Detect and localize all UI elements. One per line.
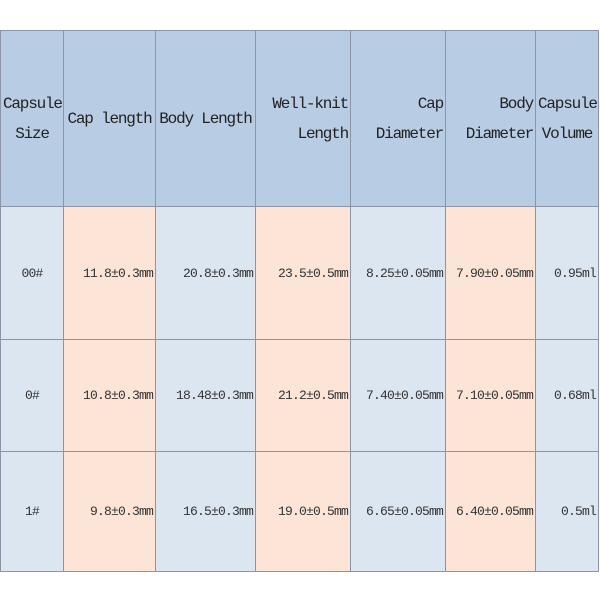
- header-cell: Cap length: [63, 30, 156, 207]
- table-cell: 1#: [0, 451, 64, 572]
- capsule-table: Capsule Size Cap length Body Length Well-kn…: [0, 30, 599, 572]
- header-cell: Capsule Size: [0, 30, 64, 207]
- table-cell: 11.8±0.3mm: [63, 206, 156, 340]
- table-cell: 0#: [0, 339, 64, 452]
- table-cell: 7.10±0.05mm: [445, 339, 536, 452]
- table-cell: 23.5±0.5mm: [255, 206, 351, 340]
- table-cell: 7.40±0.05mm: [350, 339, 446, 452]
- table-row: 0# 10.8±0.3mm 18.48±0.3mm 21.2±0.5mm 7.40±0.…: [0, 339, 599, 452]
- table-cell: 18.48±0.3mm: [155, 339, 256, 452]
- table-cell: 00#: [0, 206, 64, 340]
- table-cell: 9.8±0.3mm: [63, 451, 156, 572]
- table-row: 00# 11.8±0.3mm 20.8±0.3mm 23.5±0.5mm 8.25±0.…: [0, 206, 599, 340]
- table-cell: 6.40±0.05mm: [445, 451, 536, 572]
- header-cell: Well-knit Length: [255, 30, 351, 207]
- header-row: Capsule Size Cap length Body Length Well-kn…: [0, 30, 599, 207]
- table-cell: 10.8±0.3mm: [63, 339, 156, 452]
- table-cell: 19.0±0.5mm: [255, 451, 351, 572]
- table-cell: 8.25±0.05mm: [350, 206, 446, 340]
- table-row: 1# 9.8±0.3mm 16.5±0.3mm 19.0±0.5mm 6.65±0.05…: [0, 451, 599, 572]
- table-cell: 21.2±0.5mm: [255, 339, 351, 452]
- table-cell: 16.5±0.3mm: [155, 451, 256, 572]
- table-cell: 0.5ml: [535, 451, 599, 572]
- header-cell: Cap Diameter: [350, 30, 446, 207]
- table-cell: 20.8±0.3mm: [155, 206, 256, 340]
- table-cell: 7.90±0.05mm: [445, 206, 536, 340]
- header-cell: Body Diameter: [445, 30, 536, 207]
- table-body: 00# 11.8±0.3mm 20.8±0.3mm 23.5±0.5mm 8.25±0.…: [0, 206, 599, 572]
- table-cell: 0.68ml: [535, 339, 599, 452]
- header-cell: Capsule Volume: [535, 30, 599, 207]
- header-cell: Body Length: [155, 30, 256, 207]
- table-cell: 6.65±0.05mm: [350, 451, 446, 572]
- table-cell: 0.95ml: [535, 206, 599, 340]
